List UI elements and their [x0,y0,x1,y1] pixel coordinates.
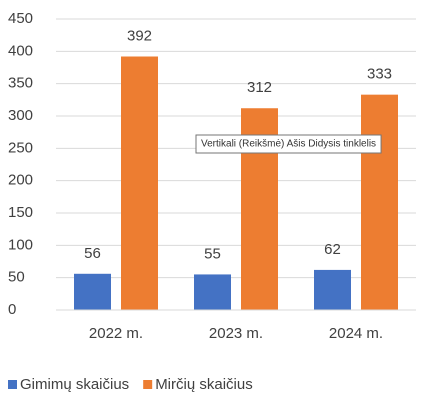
legend-swatch [143,380,153,389]
y-tick-label: 0 [8,301,16,318]
y-tick-label: 150 [8,204,33,221]
y-tick-label: 300 [8,107,33,124]
x-tick-label: 2022 m. [89,325,143,342]
data-label: 333 [367,66,392,83]
bar [361,94,398,310]
y-tick-label: 100 [8,236,33,253]
x-tick-label: 2023 m. [209,325,263,342]
bar [314,269,351,310]
data-label: 392 [127,27,152,44]
bar [121,56,158,310]
legend-swatch [8,380,17,389]
legend-label: Mirčių skaičius [155,376,253,393]
y-tick-label: 350 [8,75,33,92]
data-label: 56 [84,245,101,262]
legend-label: Gimimų skaičius [20,376,129,393]
y-tick-label: 450 [8,10,33,27]
tooltip-text: Vertikali (Reikšmė) Ašis Didysis tinklel… [201,139,376,150]
y-tick-label: 50 [8,269,25,286]
data-label: 312 [247,79,272,96]
x-tick-label: 2024 m. [329,325,383,342]
data-label: 62 [324,241,341,258]
y-tick-label: 400 [8,42,33,59]
bar [194,274,231,310]
tooltip-box [195,134,382,154]
bar [74,273,111,310]
data-label: 55 [204,245,221,262]
y-tick-label: 200 [8,172,33,189]
y-tick-label: 250 [8,139,33,156]
